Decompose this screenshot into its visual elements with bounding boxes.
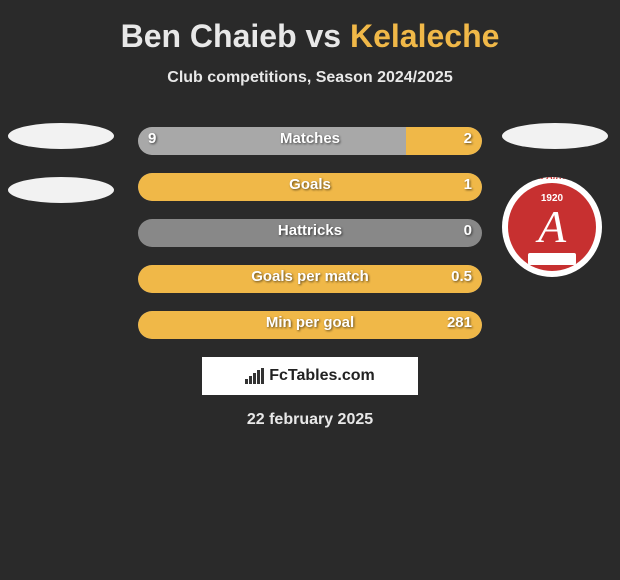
right-team-badges: Club Africain 1920 A [502, 123, 608, 277]
subtitle: Club competitions, Season 2024/2025 [0, 69, 620, 87]
title-player2: Kelaleche [350, 18, 499, 54]
bar-label: Goals per match [138, 268, 482, 285]
bar-label: Matches [138, 130, 482, 147]
stat-bars: Matches9 2 Goals1 Hattricks0 Goals per match… [138, 127, 482, 339]
stat-row: Goals per match0.5 [138, 265, 482, 293]
bar-right-value: 281 [447, 314, 472, 331]
chart-area: Club Africain 1920 A Matches9 2 Goals1 Hatt… [0, 127, 620, 339]
bar-label: Min per goal [138, 314, 482, 331]
right-badge-placeholder-1 [502, 123, 608, 149]
comparison-infographic: Ben Chaieb vs Kelaleche Club competition… [0, 0, 620, 439]
footer-date: 22 february 2025 [0, 411, 620, 429]
chart-icon [245, 368, 265, 384]
stat-row: Matches9 2 [138, 127, 482, 155]
bar-right-value: 1 [464, 176, 472, 193]
stat-row: Goals1 [138, 173, 482, 201]
crest-inner: 1920 A [508, 183, 596, 271]
watermark-text: FcTables.com [269, 367, 375, 385]
crest-year: 1920 [508, 193, 596, 204]
title-player1: Ben Chaieb [121, 18, 297, 54]
crest-ribbon [528, 253, 576, 265]
bar-label: Hattricks [138, 222, 482, 239]
left-badge-placeholder-2 [8, 177, 114, 203]
right-club-crest: Club Africain 1920 A [502, 177, 602, 277]
stat-row: Hattricks0 [138, 219, 482, 247]
watermark-box: FcTables.com [202, 357, 418, 395]
bar-right-value: 0.5 [451, 268, 472, 285]
page-title: Ben Chaieb vs Kelaleche [0, 18, 620, 55]
bar-label: Goals [138, 176, 482, 193]
bar-right-value: 0 [464, 222, 472, 239]
bar-right-value: 2 [464, 130, 472, 147]
left-team-badges [8, 123, 114, 231]
stat-row: Min per goal281 [138, 311, 482, 339]
bar-left-value: 9 [148, 130, 156, 147]
crest-letter: A [538, 204, 566, 250]
crest-script: Club Africain [502, 177, 602, 181]
left-badge-placeholder-1 [8, 123, 114, 149]
title-vs: vs [306, 18, 342, 54]
